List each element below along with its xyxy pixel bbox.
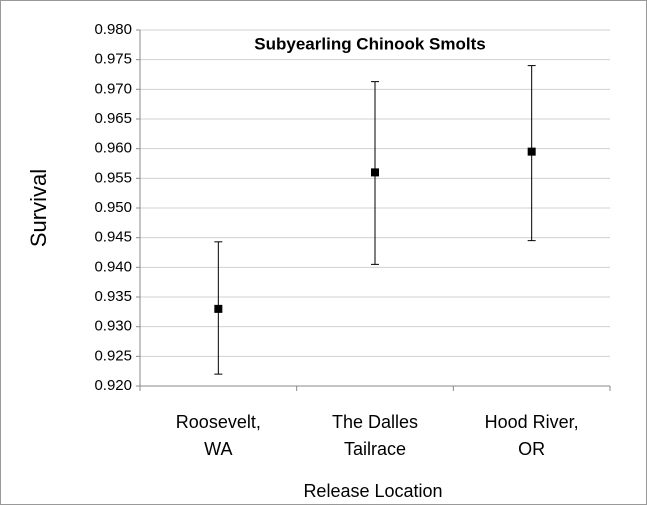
point — [214, 304, 223, 313]
x-tick-label: The Dalles — [332, 412, 418, 432]
y-tick-label: 0.965 — [94, 110, 132, 127]
chart-title: Subyearling Chinook Smolts — [254, 34, 485, 53]
x-tick-label: WA — [204, 439, 232, 459]
y-tick-label: 0.945 — [94, 229, 132, 246]
y-tick-label: 0.920 — [94, 377, 132, 394]
y-tick-label: 0.980 — [94, 21, 132, 38]
y-tick-label: 0.955 — [94, 169, 132, 186]
y-tick-label: 0.975 — [94, 51, 132, 68]
y-tick-label: 0.935 — [94, 288, 132, 305]
y-tick-label: 0.950 — [94, 199, 132, 216]
x-tick-label: Tailrace — [344, 439, 406, 459]
x-tick-label: OR — [518, 439, 545, 459]
x-axis-label: Release Location — [303, 481, 442, 501]
point — [527, 147, 536, 156]
y-tick-label: 0.960 — [94, 140, 132, 157]
y-tick-label: 0.940 — [94, 258, 132, 275]
x-tick-label: Hood River, — [485, 412, 579, 432]
y-tick-label: 0.970 — [94, 80, 132, 97]
x-tick-label: Roosevelt, — [176, 412, 261, 432]
y-tick-label: 0.930 — [94, 318, 132, 335]
point — [371, 168, 379, 177]
y-tick-label: 0.925 — [94, 347, 132, 364]
y-axis-label: Survival — [26, 169, 51, 247]
